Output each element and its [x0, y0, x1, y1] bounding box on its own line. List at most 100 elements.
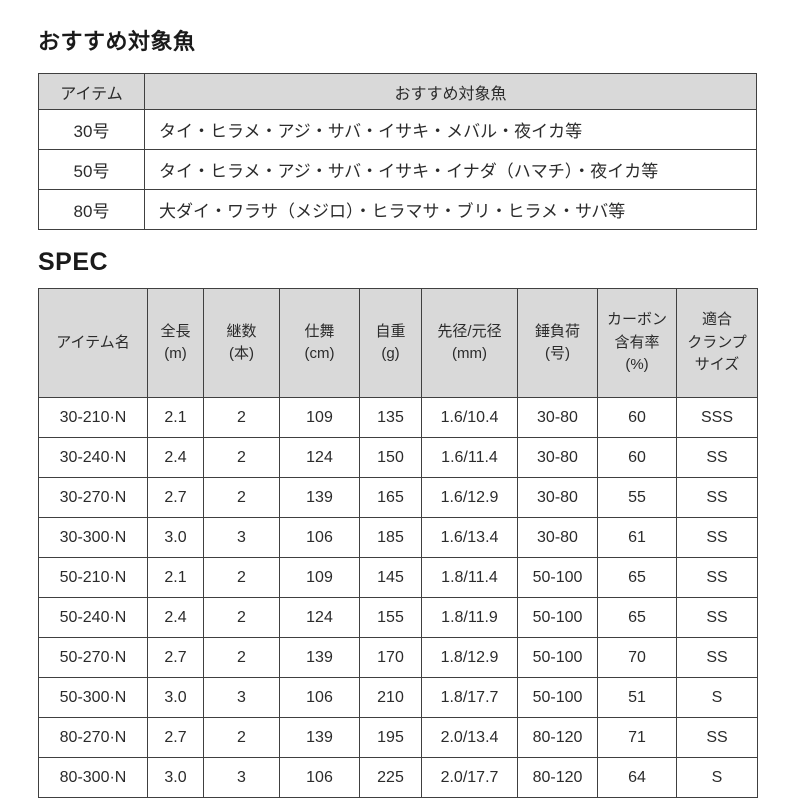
spec-value-cell: 1.6/12.9 [421, 477, 518, 518]
fish-target-cell: タイ・ヒラメ・アジ・サバ・イサキ・メバル・夜イカ等 [144, 109, 757, 150]
spec-value-cell: 139 [279, 477, 360, 518]
spec-value-cell: 124 [279, 597, 360, 638]
fish-section-title: おすすめ対象魚 [38, 29, 196, 54]
spec-value-cell: 55 [597, 477, 677, 518]
spec-value-cell: SS [676, 477, 758, 518]
spec-value-cell: 3.0 [147, 677, 204, 718]
spec-item-name-cell: 50-240·N [38, 597, 148, 638]
spec-table-row: 30-210·N 2.1 2 109 135 1.6/10.4 30-80 60 SSS [38, 397, 758, 438]
header-line: 全長 [160, 322, 191, 340]
header-line: 錘負荷 [534, 322, 580, 340]
spec-value-cell: 135 [359, 397, 422, 438]
spec-value-cell: 170 [359, 637, 422, 678]
spec-item-name-cell: 50-270·N [38, 637, 148, 678]
spec-col-header-tip-butt-diameter: 先径/元径 (mm) [421, 288, 518, 398]
spec-value-cell: SS [676, 557, 758, 598]
spec-col-header-clamp-size: 適合 クランプ サイズ [676, 288, 758, 398]
spec-value-cell: 61 [597, 517, 677, 558]
spec-table-body: 30-210·N 2.1 2 109 135 1.6/10.4 30-80 60 SSS 30-2… [38, 397, 758, 798]
spec-value-cell: 139 [279, 717, 360, 758]
spec-value-cell: 109 [279, 557, 360, 598]
header-line: 自重 [375, 322, 406, 340]
header-line: 適合 [701, 311, 732, 329]
spec-value-cell: 3.0 [147, 517, 204, 558]
spec-value-cell: 1.6/11.4 [421, 437, 518, 478]
fish-item-cell: 80号 [38, 189, 145, 230]
spec-value-cell: 30-80 [517, 517, 598, 558]
spec-section-title: SPEC [38, 248, 109, 276]
spec-value-cell: 1.6/10.4 [421, 397, 518, 438]
spec-value-cell: 2.0/17.7 [421, 757, 518, 798]
spec-col-header-weight: 自重 (g) [359, 288, 422, 398]
spec-item-name-cell: 50-210·N [38, 557, 148, 598]
spec-col-header-carbon-content: カーボン 含有率 (%) [597, 288, 677, 398]
fish-item-cell: 30号 [38, 109, 145, 150]
spec-value-cell: 80-120 [517, 757, 598, 798]
spec-value-cell: 3.0 [147, 757, 204, 798]
fish-col-header-item: アイテム [38, 73, 145, 110]
spec-value-cell: 145 [359, 557, 422, 598]
spec-value-cell: 3 [203, 757, 280, 798]
spec-value-cell: 1.6/13.4 [421, 517, 518, 558]
header-line: (本) [229, 345, 254, 362]
fish-table-row: 30号 タイ・ヒラメ・アジ・サバ・イサキ・メバル・夜イカ等 [38, 109, 757, 150]
spec-value-cell: 210 [359, 677, 422, 718]
spec-value-cell: 106 [279, 757, 360, 798]
spec-col-header-sinker-load: 錘負荷 (号) [517, 288, 598, 398]
fish-target-cell: タイ・ヒラメ・アジ・サバ・イサキ・イナダ（ハマチ）・夜イカ等 [144, 149, 757, 190]
header-line: (号) [545, 345, 570, 362]
spec-value-cell: 71 [597, 717, 677, 758]
spec-value-cell: 2 [203, 597, 280, 638]
header-line: 継数 [226, 322, 257, 340]
spec-table-row: 50-210·N 2.1 2 109 145 1.8/11.4 50-100 65 SS [38, 557, 758, 598]
spec-value-cell: SS [676, 517, 758, 558]
spec-value-cell: 2 [203, 397, 280, 438]
spec-table-row: 50-270·N 2.7 2 139 170 1.8/12.9 50-100 70 SS [38, 637, 758, 678]
spec-col-header-total-length: 全長 (m) [147, 288, 204, 398]
header-line: サイズ [694, 356, 740, 374]
spec-item-name-cell: 50-300·N [38, 677, 148, 718]
spec-table-row: 50-240·N 2.4 2 124 155 1.8/11.9 50-100 65 SS [38, 597, 758, 638]
fish-item-cell: 50号 [38, 149, 145, 190]
header-line: アイテム名 [56, 333, 130, 351]
spec-table-row: 50-300·N 3.0 3 106 210 1.8/17.7 50-100 51 S [38, 677, 758, 718]
spec-item-name-cell: 30-270·N [38, 477, 148, 518]
header-line: (m) [164, 345, 187, 362]
spec-value-cell: 30-80 [517, 477, 598, 518]
spec-value-cell: SS [676, 437, 758, 478]
spec-value-cell: SS [676, 637, 758, 678]
spec-value-cell: 50-100 [517, 557, 598, 598]
header-line: 先径/元径 [437, 322, 502, 340]
fish-col-header-target: おすすめ対象魚 [144, 73, 757, 110]
spec-col-header-closed-length: 仕舞 (cm) [279, 288, 360, 398]
spec-value-cell: 3 [203, 517, 280, 558]
fish-table-row: 50号 タイ・ヒラメ・アジ・サバ・イサキ・イナダ（ハマチ）・夜イカ等 [38, 149, 757, 190]
spec-value-cell: 30-80 [517, 397, 598, 438]
spec-value-cell: 1.8/11.9 [421, 597, 518, 638]
spec-value-cell: SS [676, 717, 758, 758]
spec-table: アイテム名 全長 (m) 継数 (本) 仕舞 (cm) 自重 (g) [38, 288, 758, 798]
spec-table-row: 30-300·N 3.0 3 106 185 1.6/13.4 30-80 61 SS [38, 517, 758, 558]
spec-value-cell: 2 [203, 637, 280, 678]
spec-item-name-cell: 30-210·N [38, 397, 148, 438]
spec-value-cell: 65 [597, 557, 677, 598]
spec-item-name-cell: 30-240·N [38, 437, 148, 478]
spec-value-cell: 124 [279, 437, 360, 478]
spec-value-cell: 2.0/13.4 [421, 717, 518, 758]
spec-value-cell: 2.7 [147, 717, 204, 758]
header-line: (cm) [304, 345, 335, 362]
spec-table-row: 30-240·N 2.4 2 124 150 1.6/11.4 30-80 60 SS [38, 437, 758, 478]
fish-table-row: 80号 大ダイ・ワラサ（メジロ）・ヒラマサ・ブリ・ヒラメ・サバ等 [38, 189, 757, 230]
spec-value-cell: 65 [597, 597, 677, 638]
spec-value-cell: 50-100 [517, 637, 598, 678]
spec-value-cell: 50-100 [517, 597, 598, 638]
spec-value-cell: 50-100 [517, 677, 598, 718]
header-line: 仕舞 [304, 322, 335, 340]
header-line: (mm) [452, 345, 487, 362]
spec-value-cell: S [676, 757, 758, 798]
spec-value-cell: 70 [597, 637, 677, 678]
spec-value-cell: 80-120 [517, 717, 598, 758]
recommended-fish-table: アイテム おすすめ対象魚 30号 タイ・ヒラメ・アジ・サバ・イサキ・メバル・夜イカ… [38, 73, 757, 230]
spec-value-cell: 2.7 [147, 477, 204, 518]
spec-item-name-cell: 80-270·N [38, 717, 148, 758]
